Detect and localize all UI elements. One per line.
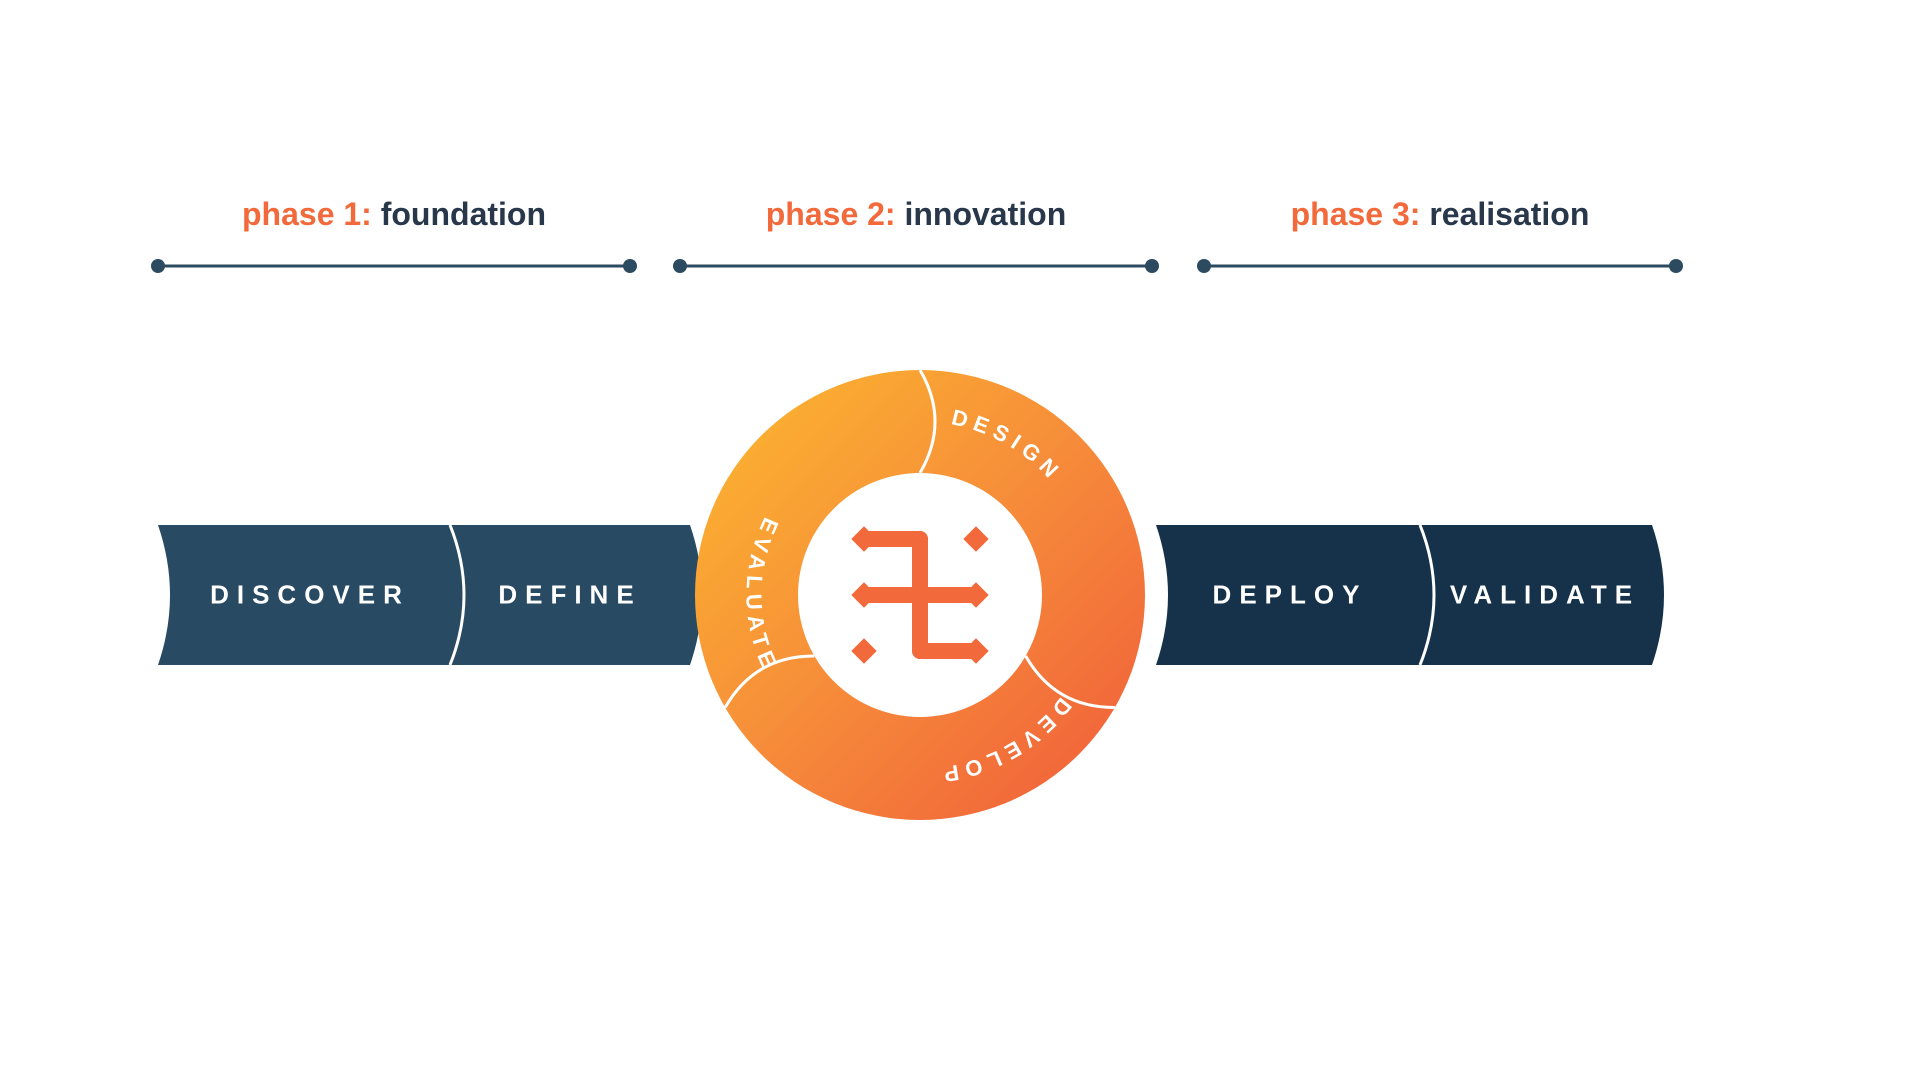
flow-step-discover: DISCOVER (210, 580, 410, 611)
flow-step-validate: VALIDATE (1450, 580, 1640, 611)
flow-step-define: DEFINE (498, 580, 641, 611)
phase-divider-dot-icon (673, 259, 687, 273)
phase-label-3: phase 3: realisation (1220, 196, 1660, 233)
phase-name: realisation (1420, 196, 1589, 232)
phase-label-1: phase 1: foundation (174, 196, 614, 233)
phase-divider-dot-icon (1197, 259, 1211, 273)
phase-divider-dot-icon (623, 259, 637, 273)
phase-divider-dot-icon (1145, 259, 1159, 273)
phase-label-2: phase 2: innovation (696, 196, 1136, 233)
phase-name: foundation (372, 196, 546, 232)
phase-prefix: phase 2: (766, 196, 896, 232)
diagram-svg-layer: DESIGNDEVELOPEVALUATE (0, 0, 1920, 1080)
phase-name: innovation (896, 196, 1067, 232)
phase-prefix: phase 1: (242, 196, 372, 232)
phase-prefix: phase 3: (1291, 196, 1421, 232)
phase-divider-dot-icon (1669, 259, 1683, 273)
phase-divider-dot-icon (151, 259, 165, 273)
flow-step-deploy: DEPLOY (1213, 580, 1368, 611)
diagram-canvas: DESIGNDEVELOPEVALUATE phase 1: foundatio… (0, 0, 1920, 1080)
